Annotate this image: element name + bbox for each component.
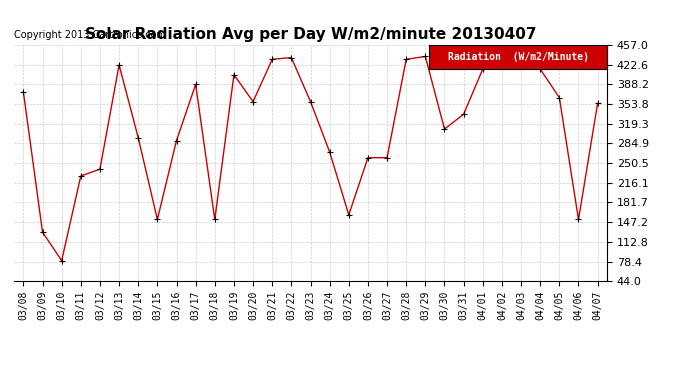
Title: Solar Radiation Avg per Day W/m2/minute 20130407: Solar Radiation Avg per Day W/m2/minute … [85,27,536,42]
Text: Copyright 2013 Cartronics.com: Copyright 2013 Cartronics.com [14,30,166,40]
